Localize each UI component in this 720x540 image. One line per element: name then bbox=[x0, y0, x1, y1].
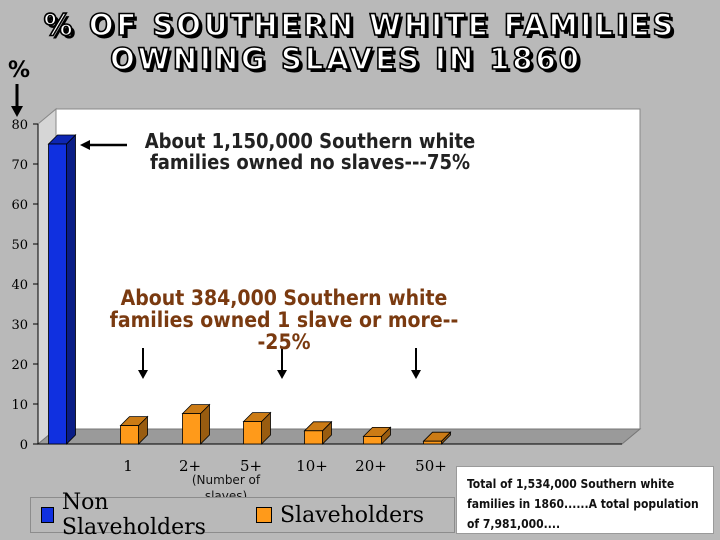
x-tick-label: 1 bbox=[123, 457, 133, 475]
bar-non-slaveholders bbox=[47, 134, 77, 445]
y-tick-label: 80 bbox=[11, 118, 28, 133]
bar-slaveholders bbox=[362, 426, 392, 445]
legend: Non Slaveholders Slaveholders bbox=[30, 490, 455, 540]
y-tick-label: 10 bbox=[11, 398, 28, 413]
chart-title-line2: OWNING SLAVES IN 1860 bbox=[109, 41, 582, 77]
y-tick-label: 0 bbox=[20, 438, 28, 453]
bar-front bbox=[423, 440, 442, 445]
bar-front bbox=[243, 421, 262, 445]
legend-item-slaveholders: Slaveholders bbox=[255, 502, 424, 528]
left-arrow-icon bbox=[80, 140, 127, 150]
y-tick-label: 20 bbox=[11, 358, 28, 373]
annotation-slaveholders: About 384,000 Southern white families ow… bbox=[109, 286, 459, 355]
bar-slaveholders bbox=[181, 403, 211, 445]
down-arrow-icon bbox=[11, 84, 23, 117]
y-tick-label: 30 bbox=[11, 318, 28, 333]
legend-swatch-slaveholders bbox=[255, 507, 272, 523]
bar-front bbox=[48, 143, 67, 445]
legend-item-non-slaveholders: Non Slaveholders bbox=[41, 490, 216, 540]
bar-front bbox=[304, 430, 323, 445]
bar-front bbox=[120, 425, 139, 445]
bar-slaveholders bbox=[242, 411, 272, 445]
y-tick-label: 40 bbox=[11, 278, 28, 293]
down-arrow-icon bbox=[411, 348, 421, 379]
y-tick-label: 70 bbox=[11, 158, 28, 173]
bar-slaveholders bbox=[303, 420, 333, 445]
x-tick-label: 2+ bbox=[179, 457, 201, 475]
bar-slaveholders bbox=[422, 431, 452, 445]
bar-front bbox=[363, 435, 382, 445]
x-tick-label: 50+ bbox=[415, 457, 447, 475]
x-tick-label: 20+ bbox=[355, 457, 387, 475]
annotation-no-slaves: About 1,150,000 Southern white families … bbox=[144, 129, 476, 174]
y-tick-label: 50 bbox=[11, 238, 28, 253]
plot-back-wall bbox=[55, 108, 641, 430]
population-note: Total of 1,534,000 Southern white famili… bbox=[456, 466, 714, 534]
bar-front bbox=[182, 413, 201, 445]
x-tick-label: 5+ bbox=[240, 457, 262, 475]
down-arrow-icon bbox=[138, 348, 148, 379]
legend-swatch-non-slaveholders bbox=[41, 507, 54, 523]
bar-slaveholders bbox=[119, 415, 149, 445]
bar-side bbox=[66, 134, 76, 445]
chart-title-line1: % OF SOUTHERN WHITE FAMILIES bbox=[43, 7, 677, 43]
x-tick-label: 10+ bbox=[296, 457, 328, 475]
down-arrow-icon bbox=[277, 348, 287, 379]
legend-label-non-slaveholders: Non Slaveholders bbox=[61, 490, 206, 540]
y-unit-label: % bbox=[8, 58, 31, 83]
y-tick-label: 60 bbox=[11, 198, 28, 213]
legend-label-slaveholders: Slaveholders bbox=[279, 502, 424, 528]
